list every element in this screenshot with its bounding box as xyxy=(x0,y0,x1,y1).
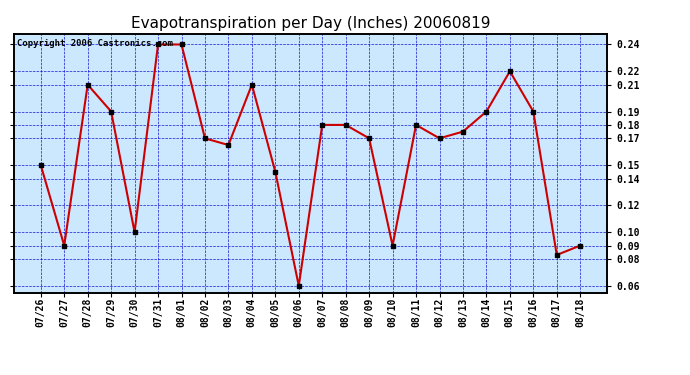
Title: Evapotranspiration per Day (Inches) 20060819: Evapotranspiration per Day (Inches) 2006… xyxy=(130,16,491,31)
Text: Copyright 2006 Castronics.com: Copyright 2006 Castronics.com xyxy=(17,39,172,48)
